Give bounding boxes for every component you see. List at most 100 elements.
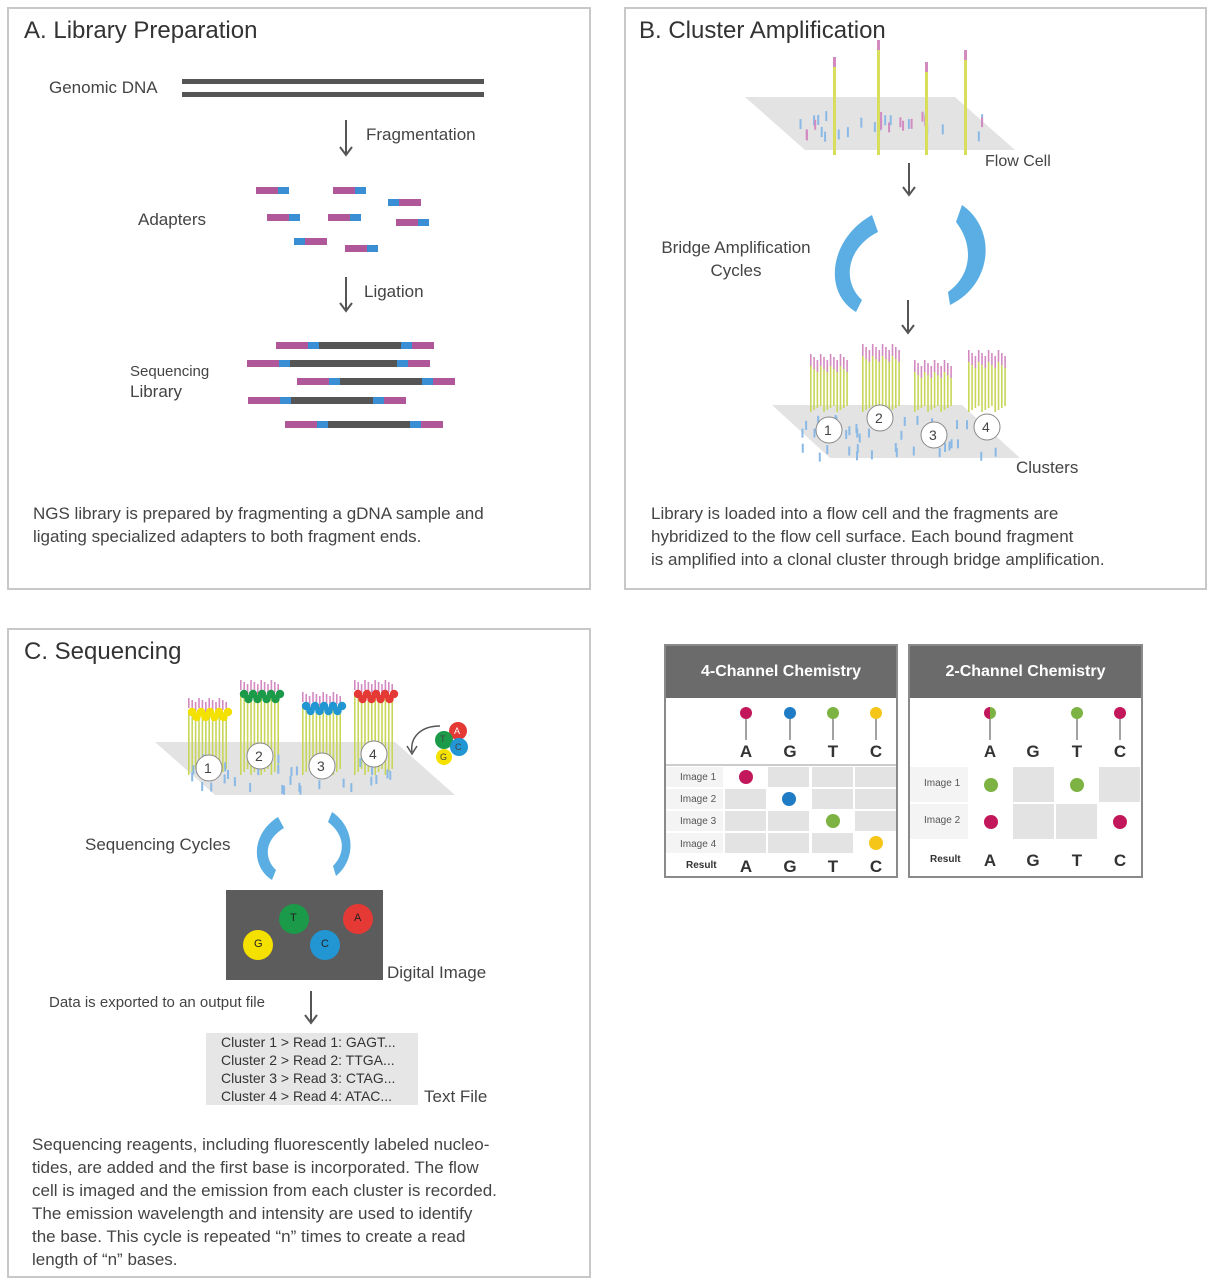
strand-body (994, 368, 996, 412)
strand-body (1004, 368, 1006, 406)
table-cell (725, 811, 766, 831)
table-cell (812, 767, 853, 787)
strand-tip (891, 344, 894, 356)
cluster-number: 4 (369, 746, 377, 762)
strand-body (836, 372, 838, 412)
sequencing-library-label-1: Sequencing (130, 363, 210, 380)
table-cell (812, 789, 853, 809)
adapter-stub (956, 420, 959, 430)
down-arrow-icon (304, 991, 318, 1025)
strand-tip (374, 680, 376, 690)
row-label: Image 3 (680, 816, 717, 827)
spot-yellow (243, 930, 273, 960)
strand-body (813, 369, 815, 410)
spot-letter: T (290, 912, 297, 924)
signal-dot (983, 777, 998, 792)
adapter-stub (289, 775, 292, 785)
adapter-stub (950, 439, 953, 449)
row-label: Image 1 (924, 778, 961, 789)
adapter-stub (824, 131, 827, 142)
strand-body (267, 694, 269, 769)
strand-body (829, 366, 832, 408)
strand-tip (194, 702, 197, 712)
adapter-stub (856, 451, 859, 461)
adapter-stub (191, 772, 194, 782)
adapter-stub (805, 130, 808, 141)
strand-tip (947, 363, 949, 375)
strand-body (950, 378, 952, 406)
adapter-stub (386, 769, 389, 779)
panel-b-title: B. Cluster Amplification (639, 17, 886, 44)
base-header: T (1071, 742, 1083, 761)
adapter-stub (192, 765, 195, 775)
strand-tip (260, 680, 262, 690)
strand-body (322, 706, 324, 775)
adapter-stub (223, 774, 226, 784)
table-cell (1099, 767, 1140, 802)
adapter-stub (956, 439, 959, 449)
strand-tip (1004, 356, 1006, 368)
strand-tip (305, 694, 307, 704)
table-cell (1013, 767, 1054, 802)
text-file-line: Cluster 1 > Read 1: GAGT... (221, 1034, 396, 1050)
strand-tip (354, 680, 356, 690)
strand-body (381, 694, 383, 769)
strand-tip (871, 344, 874, 356)
adapter-stub (201, 781, 204, 791)
strand-body (937, 375, 939, 406)
strand-body (377, 694, 380, 772)
result-label: Result (930, 854, 961, 865)
adapter-stub (912, 446, 915, 456)
strand-tip (846, 360, 848, 372)
adapter-stub (350, 783, 353, 793)
strand-tip (997, 350, 1000, 362)
adapter-stub (389, 770, 392, 780)
adapter-fragments (256, 187, 429, 252)
digital-image: T A G C (226, 890, 383, 980)
strand-body (274, 694, 276, 772)
fluorescent-dye (337, 701, 347, 711)
strand-tip (930, 366, 933, 378)
strand-body (947, 375, 949, 408)
strand-tip (898, 350, 900, 362)
adapter-stub (895, 448, 898, 458)
strand-body (225, 712, 227, 769)
strand-body (943, 372, 946, 410)
cluster-number: 2 (875, 410, 883, 426)
strand-body (211, 712, 214, 772)
cycle-arrow-right-icon (948, 205, 986, 305)
strand-tip (329, 696, 331, 706)
panel-c-title: C. Sequencing (24, 638, 182, 665)
adapters-label: Adapters (138, 210, 207, 229)
row-label: Image 2 (680, 794, 717, 805)
sequencing-library-label-2: Library (130, 382, 182, 401)
strand-tip (246, 684, 249, 694)
base-header: C (1113, 742, 1127, 761)
strand-body (360, 694, 363, 769)
signal-dot (1112, 814, 1127, 829)
strand-body (312, 706, 314, 775)
strand-body (215, 712, 217, 769)
strand-body (933, 372, 936, 408)
strand-tip (208, 698, 210, 708)
adapter-stub (283, 785, 286, 795)
strand-body (208, 712, 210, 775)
result-base: A (739, 857, 753, 876)
signal-dot (738, 770, 753, 784)
strand-tip (384, 680, 387, 690)
strand-body (865, 359, 867, 410)
table-title: 2-Channel Chemistry (910, 646, 1141, 698)
table-title: 4-Channel Chemistry (666, 646, 896, 698)
strand-tip (336, 694, 338, 704)
curved-arrow-icon (411, 725, 441, 753)
strand-tip (277, 684, 279, 694)
adapter-stub (980, 451, 983, 461)
genomic-dna-strand (182, 79, 484, 84)
spot-letter: C (321, 938, 329, 950)
strand-tip (881, 344, 884, 356)
strand-tip (257, 684, 259, 694)
adapter-stub (295, 766, 298, 776)
strand-body (191, 712, 193, 772)
cycle-arrow-left-icon (256, 817, 284, 880)
